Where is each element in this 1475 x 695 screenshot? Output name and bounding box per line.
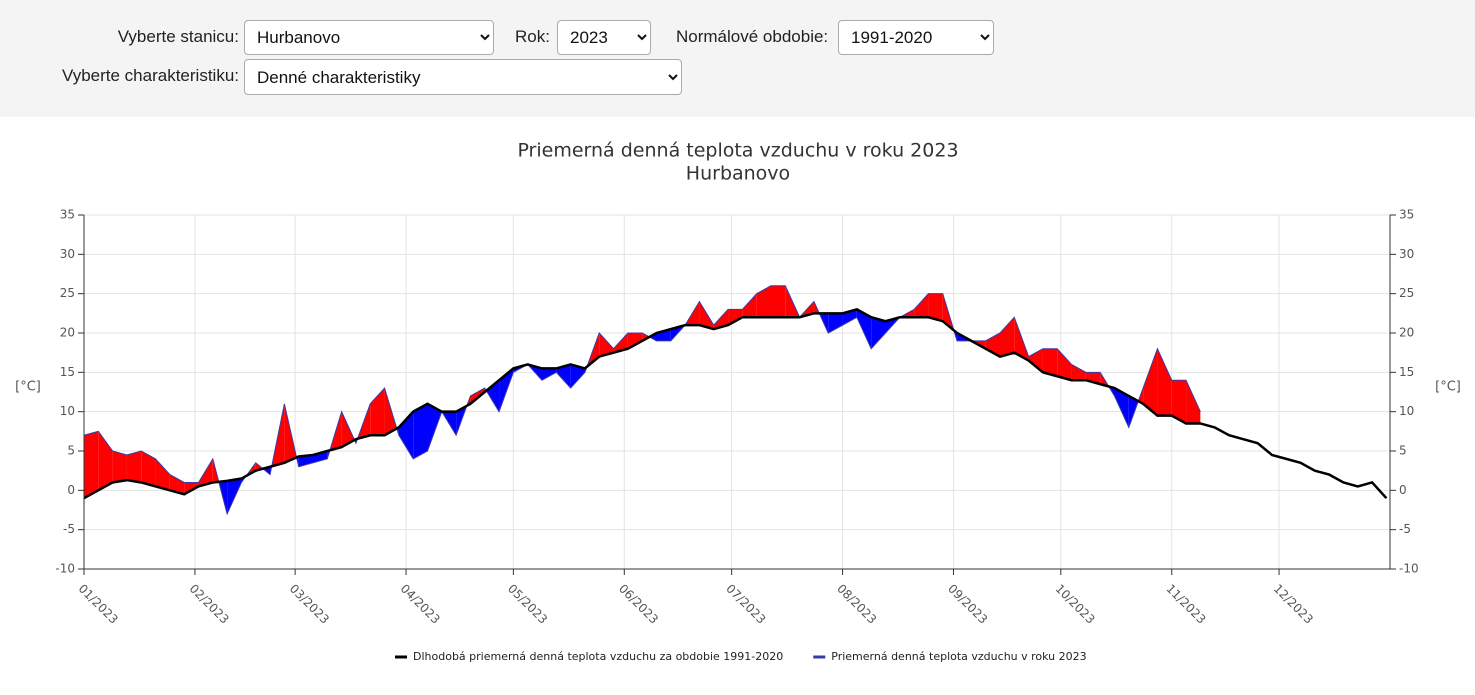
characteristic-select[interactable]: Denné charakteristiky xyxy=(244,59,682,95)
difference-area xyxy=(599,333,614,357)
x-tick-label: 06/2023 xyxy=(616,581,661,626)
y2-tick-label: 15 xyxy=(1399,365,1414,379)
y2-tick-label: 35 xyxy=(1399,208,1414,222)
difference-fill xyxy=(84,285,1201,514)
period-label: Normálové obdobie: xyxy=(676,27,829,46)
difference-area xyxy=(770,285,786,318)
y2-tick-label: 20 xyxy=(1399,326,1414,340)
difference-area xyxy=(541,368,557,381)
difference-area xyxy=(856,309,872,349)
x-tick-label: 10/2023 xyxy=(1052,581,1097,626)
y-tick-label: -5 xyxy=(63,522,75,536)
difference-area xyxy=(1143,348,1158,416)
y2-axis-label: [°C] xyxy=(1435,380,1461,395)
difference-area xyxy=(413,403,428,459)
x-tick-label: 01/2023 xyxy=(76,581,121,626)
difference-area xyxy=(298,454,313,467)
difference-area xyxy=(84,431,99,499)
station-select[interactable]: Hurbanovo xyxy=(244,20,494,55)
y-tick-label: 10 xyxy=(60,404,75,418)
difference-area xyxy=(126,451,142,483)
x-tick-label: 07/2023 xyxy=(723,581,768,626)
difference-area xyxy=(486,380,500,412)
difference-area xyxy=(1042,348,1058,377)
x-tick-label: 08/2023 xyxy=(834,581,879,626)
x-tick-label: 05/2023 xyxy=(505,581,550,626)
x-tick-label: 12/2023 xyxy=(1271,581,1316,626)
difference-area xyxy=(713,309,729,330)
y2-tick-label: 25 xyxy=(1399,286,1414,300)
difference-area xyxy=(141,451,156,487)
y-tick-label: -10 xyxy=(55,562,75,576)
x-tick-label: 11/2023 xyxy=(1163,581,1208,626)
year-label: Rok: xyxy=(515,27,550,46)
year-select[interactable]: 2023 xyxy=(557,20,651,55)
grid xyxy=(83,214,1390,570)
difference-area xyxy=(656,329,671,341)
difference-area xyxy=(756,285,771,318)
y-tick-label: 25 xyxy=(60,286,75,300)
difference-area xyxy=(728,309,743,326)
difference-area xyxy=(155,458,170,491)
chart-subtitle: Hurbanovo xyxy=(686,163,790,185)
difference-area xyxy=(1100,372,1109,387)
difference-area xyxy=(999,317,1015,357)
difference-area xyxy=(871,317,886,349)
y2-tick-label: 10 xyxy=(1399,404,1414,418)
y2-tick-label: 30 xyxy=(1399,247,1414,261)
lines xyxy=(83,285,1388,516)
difference-area xyxy=(112,451,127,483)
difference-area xyxy=(370,388,385,436)
difference-area xyxy=(169,474,185,495)
difference-area xyxy=(699,301,714,330)
y-tick-label: 35 xyxy=(60,208,75,222)
x-tick-label: 04/2023 xyxy=(398,581,443,626)
difference-area xyxy=(613,333,628,353)
y-tick-label: 20 xyxy=(60,326,75,340)
difference-area xyxy=(928,293,943,322)
chart: Priemerná denná teplota vzduchu v roku 2… xyxy=(15,140,1461,664)
series-line xyxy=(83,285,1201,516)
chart-title: Priemerná denná teplota vzduchu v roku 2… xyxy=(517,140,958,162)
x-tick-label: 03/2023 xyxy=(287,581,332,626)
difference-area xyxy=(828,313,843,333)
y-tick-label: 15 xyxy=(60,365,75,379)
difference-area xyxy=(341,411,355,448)
difference-area xyxy=(198,458,213,487)
difference-area xyxy=(1071,364,1086,381)
difference-area xyxy=(1171,380,1187,424)
y2-tick-label: -10 xyxy=(1399,562,1419,576)
x-tick-label: 09/2023 xyxy=(945,581,990,626)
period-select[interactable]: 1991-2020 xyxy=(838,20,994,55)
difference-area xyxy=(742,293,757,318)
difference-area xyxy=(98,431,113,491)
y2-tick-label: 0 xyxy=(1399,483,1407,497)
difference-area xyxy=(1114,388,1129,428)
controls-panel: Vyberte stanicu: Hurbanovo Rok: 2023 Nor… xyxy=(0,0,1475,117)
difference-area xyxy=(427,403,442,451)
legend-label: Priemerná denná teplota vzduchu v roku 2… xyxy=(831,650,1086,663)
y-tick-label: 0 xyxy=(67,483,75,497)
characteristic-label: Vyberte charakteristiku: xyxy=(62,66,239,85)
difference-area xyxy=(556,364,571,389)
difference-area xyxy=(1057,348,1072,381)
difference-area xyxy=(627,333,643,349)
difference-area xyxy=(985,333,1000,357)
y2-tick-label: -5 xyxy=(1399,522,1411,536)
series-line xyxy=(83,308,1388,500)
x-tick-label: 02/2023 xyxy=(187,581,232,626)
y-tick-label: 30 xyxy=(60,247,75,261)
axes: -10 -5 0 5 10 15 20 25 30 35 -10 -5 0 5 10 15 20 25 30 35 01… xyxy=(55,208,1418,627)
y2-tick-label: 5 xyxy=(1399,444,1407,458)
legend-label: Dlhodobá priemerná denná teplota vzduchu… xyxy=(413,650,783,663)
y-tick-label: 5 xyxy=(67,444,75,458)
difference-area xyxy=(1186,380,1201,424)
difference-area xyxy=(914,293,929,318)
difference-area xyxy=(570,364,585,389)
station-label: Vyberte stanicu: xyxy=(117,27,239,46)
y-axis-label: [°C] xyxy=(15,380,41,395)
difference-area xyxy=(1157,348,1172,416)
